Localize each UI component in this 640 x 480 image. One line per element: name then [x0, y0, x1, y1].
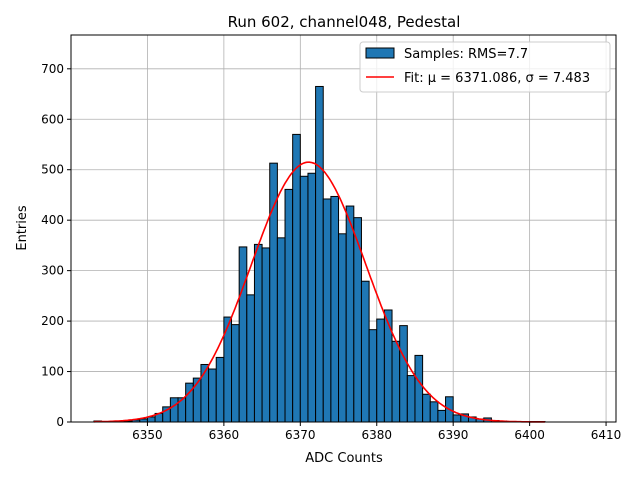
histogram-bar — [376, 318, 385, 423]
histogram-bar — [231, 324, 240, 423]
plot-frame — [70, 34, 617, 423]
histogram-bar — [368, 329, 378, 423]
histogram-bar — [292, 133, 301, 423]
legend-fit: Fit: μ = 6371.086, σ = 7.483 — [404, 71, 590, 86]
x-tick-label: 6360 — [209, 428, 240, 442]
histogram-bar — [299, 175, 309, 423]
y-tick-label: 600 — [41, 112, 64, 126]
histogram-bar — [360, 280, 370, 423]
y-tick-label: 300 — [41, 264, 64, 278]
histogram-bar — [276, 237, 286, 423]
histogram-bar — [246, 294, 255, 423]
x-tick-label: 6370 — [285, 428, 316, 442]
bars — [93, 85, 546, 423]
histogram-bar — [422, 393, 431, 423]
x-tick-label: 6400 — [514, 428, 545, 442]
histogram-bar — [414, 354, 424, 423]
histogram-bar — [146, 416, 156, 423]
histogram-bar — [452, 414, 462, 423]
fit-curve — [93, 161, 545, 423]
histogram-bar — [261, 247, 271, 423]
histogram-bar — [330, 195, 340, 423]
ticks: 6350 6360 6370 6380 6390 6400 6410 0 100 200 300 40… — [41, 62, 621, 442]
y-tick-label: 0 — [56, 415, 64, 429]
grid — [71, 35, 616, 423]
y-tick-label: 700 — [41, 62, 64, 76]
histogram-bar — [307, 172, 317, 423]
histogram-bar — [238, 246, 248, 423]
legend: Samples: RMS=7.7 Fit: μ = 6371.086, σ = … — [359, 41, 611, 93]
histogram-bar — [345, 205, 355, 423]
histogram-bar — [437, 409, 447, 423]
histogram-bar — [192, 377, 202, 423]
y-tick-label: 400 — [41, 213, 64, 227]
x-tick-label: 6390 — [438, 428, 469, 442]
x-tick-label: 6380 — [361, 428, 392, 442]
histogram-bar — [406, 375, 416, 423]
histogram-bar — [315, 85, 324, 423]
x-tick-label: 6350 — [132, 428, 163, 442]
histogram-bar — [383, 309, 393, 423]
y-tick-label: 500 — [41, 163, 64, 177]
histogram-bar — [215, 356, 225, 423]
histogram-bar — [169, 397, 179, 423]
histogram-bar — [253, 243, 263, 423]
x-axis-label: ADC Counts — [305, 451, 383, 466]
y-axis-label: Entries — [15, 205, 30, 251]
histogram-bar — [338, 233, 347, 423]
legend-samples: Samples: RMS=7.7 — [404, 47, 528, 62]
histogram-bar — [391, 340, 401, 423]
chart-title: Run 602, channel048, Pedestal — [228, 13, 461, 31]
histogram-bar — [284, 188, 294, 423]
histogram-bar — [399, 325, 408, 423]
histogram-bar — [429, 401, 439, 423]
y-tick-label: 100 — [41, 365, 64, 379]
legend-bar-swatch — [365, 47, 395, 59]
histogram-bar — [208, 368, 217, 423]
y-tick-label: 200 — [41, 314, 64, 328]
x-tick-label: 6410 — [591, 428, 622, 442]
histogram-bar — [322, 198, 332, 423]
